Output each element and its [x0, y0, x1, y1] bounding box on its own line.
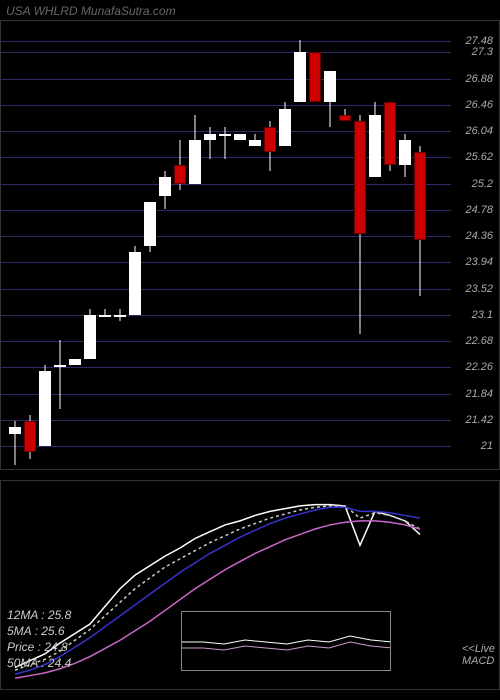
live-text: <<Live: [462, 643, 495, 655]
y-tick-label: 25.2: [472, 178, 493, 190]
candle: [234, 21, 246, 471]
y-tick-label: 26.04: [465, 125, 493, 137]
y-tick-label: 25.62: [465, 151, 493, 163]
y-tick-label: 26.46: [465, 99, 493, 111]
candle-wick: [225, 127, 226, 158]
macd-inset: [181, 611, 391, 671]
ma50-label: 50MA : 24.4: [7, 655, 71, 671]
y-tick-label: 22.68: [465, 335, 493, 347]
candle-body: [399, 140, 411, 165]
chart-container: USA WHLRD MunafaSutra.com 21 21.42 21.84 22…: [0, 0, 500, 700]
ma12-label: 12MA : 25.8: [7, 607, 71, 623]
candle: [84, 21, 96, 471]
candle: [324, 21, 336, 471]
candle-body: [279, 109, 291, 147]
y-tick-label: 21: [481, 440, 493, 452]
y-tick-label: 24.78: [465, 204, 493, 216]
indicator-panel: 12MA : 25.8 5MA : 25.6 Price : 24.8 50MA…: [0, 480, 500, 690]
candle-body: [69, 359, 81, 365]
candlestick-chart: 21 21.42 21.84 22.26 22.68 23.1 23.52 23.94 24.3…: [0, 20, 500, 470]
candle: [9, 21, 21, 471]
candle-body: [99, 315, 111, 317]
candle: [99, 21, 111, 471]
candle: [24, 21, 36, 471]
candle: [189, 21, 201, 471]
candle-body: [384, 102, 396, 165]
y-tick-label: 23.94: [465, 256, 493, 268]
candle: [144, 21, 156, 471]
chart-title: USA WHLRD MunafaSutra.com: [6, 4, 176, 18]
candle-body: [114, 315, 126, 317]
candle-body: [9, 427, 21, 433]
candle-body: [54, 365, 66, 367]
candle-body: [84, 315, 96, 359]
candle: [204, 21, 216, 471]
price-label: Price : 24.8: [7, 639, 71, 655]
ma5-label: 5MA : 25.6: [7, 623, 71, 639]
candle: [249, 21, 261, 471]
candle: [219, 21, 231, 471]
macd-label: <<Live MACD: [462, 643, 495, 667]
candle-body: [204, 134, 216, 140]
candle: [369, 21, 381, 471]
candle: [54, 21, 66, 471]
y-tick-label: 27.3: [472, 46, 493, 58]
candle-body: [144, 202, 156, 246]
y-tick-label: 22.26: [465, 361, 493, 373]
macd-text: MACD: [462, 655, 494, 667]
candle-body: [324, 71, 336, 102]
candle-body: [129, 252, 141, 315]
candle-body: [219, 134, 231, 136]
candle-body: [174, 165, 186, 184]
candle: [114, 21, 126, 471]
inset-svg: [182, 612, 390, 670]
candle-wick: [210, 127, 211, 158]
candle: [279, 21, 291, 471]
candle: [339, 21, 351, 471]
candle: [129, 21, 141, 471]
candle: [174, 21, 186, 471]
candle-body: [189, 140, 201, 184]
candle-body: [339, 115, 351, 121]
y-tick-label: 21.84: [465, 388, 493, 400]
candle: [294, 21, 306, 471]
candle: [39, 21, 51, 471]
plot-area: [1, 21, 451, 471]
candle: [399, 21, 411, 471]
candle: [309, 21, 321, 471]
candle: [159, 21, 171, 471]
candle-body: [159, 177, 171, 196]
candle: [384, 21, 396, 471]
candle-wick: [60, 340, 61, 409]
candle: [69, 21, 81, 471]
candle: [354, 21, 366, 471]
candle: [414, 21, 426, 471]
y-tick-label: 26.88: [465, 73, 493, 85]
y-axis: 21 21.42 21.84 22.26 22.68 23.1 23.52 23.94 24.3…: [449, 21, 499, 469]
candle-body: [294, 52, 306, 102]
y-tick-label: 27.48: [465, 35, 493, 47]
candle-body: [309, 52, 321, 102]
candle-body: [414, 152, 426, 240]
y-tick-label: 21.42: [465, 414, 493, 426]
inset-line: [182, 636, 390, 644]
candle-body: [249, 140, 261, 146]
y-tick-label: 23.52: [465, 283, 493, 295]
candle-body: [369, 115, 381, 178]
y-tick-label: 23.1: [472, 309, 493, 321]
candle-body: [354, 121, 366, 234]
stats-block: 12MA : 25.8 5MA : 25.6 Price : 24.8 50MA…: [7, 607, 71, 671]
candle: [264, 21, 276, 471]
candle-body: [24, 421, 36, 452]
candle-body: [234, 134, 246, 140]
candle-body: [264, 127, 276, 152]
y-tick-label: 24.36: [465, 230, 493, 242]
candle-body: [39, 371, 51, 446]
